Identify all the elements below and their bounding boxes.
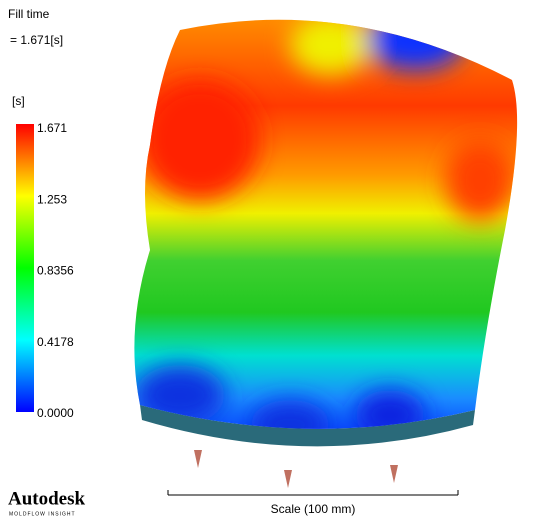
legend-label: 0.4178 xyxy=(37,335,74,349)
scale-label: Scale (100 mm) xyxy=(271,502,356,516)
scale-bar xyxy=(168,490,458,495)
result-view: Fill time = 1.671[s] [s] 1.671 1.253 0.835… xyxy=(0,0,535,523)
result-title: Fill time xyxy=(8,7,50,21)
result-value: = 1.671[s] xyxy=(10,33,63,47)
legend-unit: [s] xyxy=(12,94,25,108)
gate-pins xyxy=(194,450,398,488)
legend-label: 0.0000 xyxy=(37,406,74,420)
legend-labels: 1.671 1.253 0.8356 0.4178 0.0000 xyxy=(37,121,74,420)
color-bar xyxy=(16,124,34,412)
page: Fill time = 1.671[s] [s] 1.671 1.253 0.835… xyxy=(0,0,535,523)
logo: Autodesk xyxy=(8,488,86,509)
legend-label: 0.8356 xyxy=(37,264,74,278)
logo-sub: MOLDFLOW INSIGHT xyxy=(9,511,76,517)
fill-contour xyxy=(100,0,530,460)
legend-label: 1.671 xyxy=(37,121,67,135)
legend-label: 1.253 xyxy=(37,192,67,206)
